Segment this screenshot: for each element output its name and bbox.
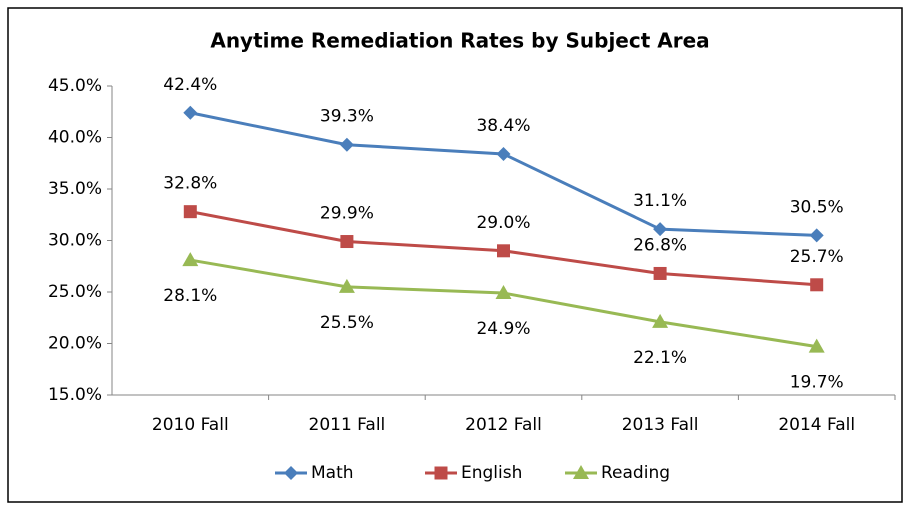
chart-title: Anytime Remediation Rates by Subject Are… xyxy=(210,29,709,53)
point xyxy=(183,205,197,219)
data-label: 22.1% xyxy=(633,348,687,368)
x-tick-label: 2011 Fall xyxy=(309,415,386,435)
point xyxy=(496,146,511,161)
y-tick-label: 35.0% xyxy=(48,179,102,199)
data-label: 29.9% xyxy=(320,204,374,224)
point xyxy=(653,222,668,237)
chart-border xyxy=(7,7,903,503)
data-label: 32.8% xyxy=(163,174,217,194)
legend-label: English xyxy=(461,463,522,483)
legend-marker xyxy=(573,465,589,479)
y-tick-label: 30.0% xyxy=(48,231,102,251)
point xyxy=(808,338,825,353)
point xyxy=(183,105,198,120)
y-tick-label: 45.0% xyxy=(48,76,102,96)
data-label: 31.1% xyxy=(633,191,687,211)
point xyxy=(809,228,824,243)
point xyxy=(497,244,510,258)
point xyxy=(810,278,824,292)
data-label: 38.4% xyxy=(476,116,530,136)
x-tick-label: 2014 Fall xyxy=(778,415,855,435)
x-tick-label: 2010 Fall xyxy=(152,415,229,435)
data-label: 25.7% xyxy=(790,247,844,267)
y-tick-label: 25.0% xyxy=(48,282,102,302)
x-tick-label: 2013 Fall xyxy=(622,415,699,435)
point xyxy=(340,235,354,249)
data-label: 42.4% xyxy=(163,75,217,95)
point xyxy=(653,266,667,280)
data-label: 30.5% xyxy=(790,197,844,217)
legend-label: Math xyxy=(311,463,354,483)
point xyxy=(339,137,354,152)
legend-marker xyxy=(284,466,298,480)
y-tick-label: 15.0% xyxy=(48,385,102,405)
legend-marker xyxy=(434,466,448,480)
data-label: 29.0% xyxy=(476,213,530,233)
data-label: 28.1% xyxy=(163,286,217,306)
point xyxy=(495,285,512,300)
y-tick-label: 20.0% xyxy=(48,334,102,354)
point xyxy=(652,313,669,328)
data-label: 39.3% xyxy=(320,107,374,127)
data-label: 19.7% xyxy=(790,373,844,393)
legend-label: Reading xyxy=(601,463,670,483)
point xyxy=(338,278,355,293)
data-label: 26.8% xyxy=(633,235,687,255)
data-label: 25.5% xyxy=(320,313,374,333)
x-tick-label: 2012 Fall xyxy=(465,415,542,435)
data-label: 24.9% xyxy=(476,319,530,339)
y-tick-label: 40.0% xyxy=(48,128,102,148)
point xyxy=(182,252,199,267)
